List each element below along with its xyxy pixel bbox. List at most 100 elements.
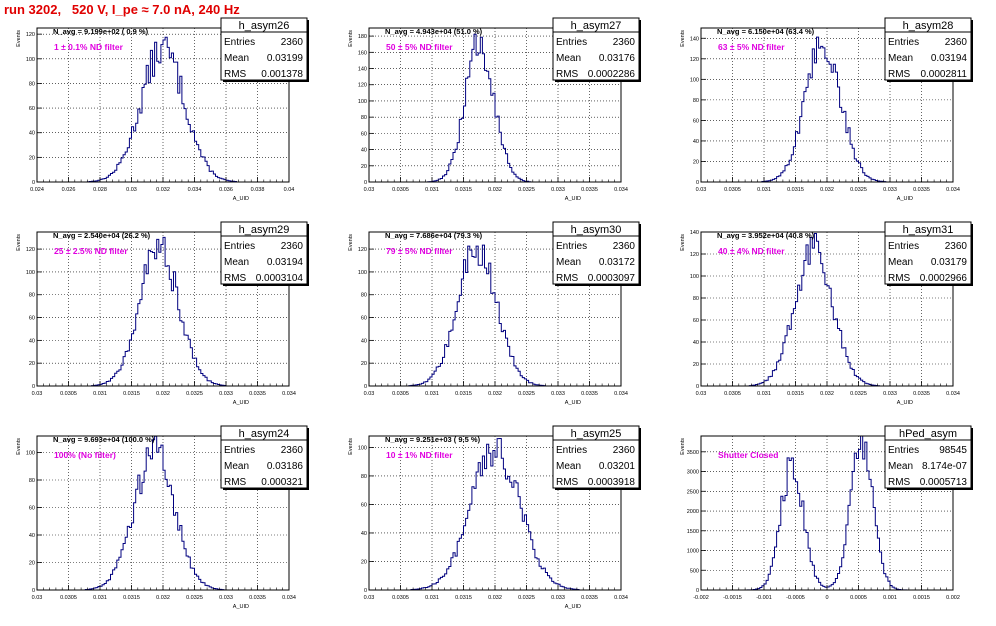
x-tick-label: 0.0315 [787, 391, 804, 397]
x-tick-label: 0.032 [156, 187, 170, 193]
page-title: run 3202, 520 V, I_pe ≈ 7.0 nA, 240 Hz [4, 2, 240, 17]
navg-text: N_avg = 6.150e+04 (63.4 %) [717, 27, 815, 36]
x-tick-label: 0.0325 [186, 391, 203, 397]
y-tick-label: 60 [361, 131, 367, 137]
stats-box-title: h_asym25 [571, 428, 622, 440]
stats-value: 0.03172 [599, 257, 636, 268]
y-tick-label: 100 [690, 77, 699, 83]
y-tick-label: 20 [29, 561, 35, 567]
stats-value: 2360 [613, 445, 636, 456]
stats-value: 0.03194 [267, 257, 304, 268]
stats-value: 8.174e-07 [922, 461, 967, 472]
y-axis-label: Events [680, 30, 686, 47]
y-axis: 0 20 40 60 80 100 120 [26, 32, 42, 186]
filter-annotation: Shutter Closed [718, 450, 778, 460]
y-tick-label: 80 [29, 81, 35, 87]
x-tick-label: 0.0325 [850, 391, 867, 397]
navg-text: N_avg = 7.686e+04 (79.3 %) [385, 231, 483, 240]
y-tick-label: 60 [29, 316, 35, 322]
x-tick-label: 0.03 [126, 187, 137, 193]
y-tick-label: 2500 [687, 489, 699, 495]
filter-annotation: 1 ± 0.1% ND filter [54, 42, 124, 52]
x-tick-label: 0.0305 [60, 391, 77, 397]
x-tick-label: 0.03 [696, 391, 707, 397]
stats-value: 0.000321 [261, 477, 303, 488]
stats-value: 2360 [281, 445, 304, 456]
x-tick-label: 0.033 [551, 595, 565, 601]
y-tick-label: 80 [361, 293, 367, 299]
stats-label: Mean [888, 461, 913, 472]
y-tick-label: 120 [690, 252, 699, 258]
x-tick-label: 0.034 [946, 187, 960, 193]
y-tick-label: 40 [361, 338, 367, 344]
y-tick-label: 140 [690, 36, 699, 42]
stats-label: Entries [888, 37, 919, 48]
stats-box-frame [884, 17, 972, 81]
x-tick-label: 0.033 [883, 187, 897, 193]
x-tick-label: 0.034 [946, 391, 960, 397]
stats-value: 2360 [945, 37, 968, 48]
stats-value: 0.03176 [599, 53, 636, 64]
y-axis: 0 20 40 60 80 100 120 140 160 180 [358, 34, 374, 186]
y-tick-label: 100 [358, 270, 367, 276]
stats-box-title: h_asym29 [239, 224, 290, 236]
filter-annotation: 10 ± 1% ND filter [386, 450, 453, 460]
stats-value: 0.03201 [599, 461, 636, 472]
x-axis: 0.03 0.0305 0.031 0.0315 0.032 0.0325 0.033 0.0… [364, 585, 628, 601]
x-tick-label: 0.031 [425, 187, 439, 193]
x-tick-label: 0.036 [219, 187, 233, 193]
stats-value: 0.03186 [267, 461, 304, 472]
x-tick-label: 0.0335 [249, 391, 266, 397]
y-tick-label: 100 [26, 270, 35, 276]
x-tick-label: 0.032 [156, 595, 170, 601]
filter-annotation: 25 ± 2.5% ND filter [54, 246, 128, 256]
y-tick-label: 20 [29, 155, 35, 161]
stats-box: h_asym27 Entries 2360 Mean 0.03176 RMS 0.00022… [552, 17, 641, 82]
x-tick-label: 0.031 [757, 187, 771, 193]
y-tick-label: 120 [26, 247, 35, 253]
x-tick-label: 0.031 [93, 595, 107, 601]
x-tick-label: -0.0015 [723, 595, 742, 601]
stats-label: RMS [888, 69, 911, 80]
y-tick-label: 120 [26, 32, 35, 38]
x-tick-label: 0.0315 [787, 187, 804, 193]
x-tick-label: 0.03 [32, 391, 43, 397]
x-tick-label: 0.0335 [581, 391, 598, 397]
y-tick-label: 60 [693, 118, 699, 124]
x-tick-label: 0.038 [251, 187, 265, 193]
x-axis-label: A_UID [233, 400, 249, 406]
y-tick-label: 0 [32, 180, 35, 186]
y-axis-label: Events [348, 234, 354, 251]
histogram-panel: 0.03 0.0305 0.031 0.0315 0.032 0.0325 0.033 0.0… [16, 221, 309, 406]
stats-label: Entries [224, 445, 255, 456]
histogram-panel: 0.024 0.026 0.028 0.03 0.032 0.034 0.036 0.038 0… [16, 17, 309, 202]
navg-text: N_avg = 9.693e+04 (100.0 %) [53, 435, 155, 444]
navg-text: N_avg = 2.540e+04 (26.2 %) [53, 231, 151, 240]
x-tick-label: 0.033 [883, 391, 897, 397]
x-tick-label: 0.026 [62, 187, 76, 193]
y-tick-label: 20 [693, 159, 699, 165]
y-tick-label: 60 [29, 506, 35, 512]
y-tick-label: 140 [690, 230, 699, 236]
stats-box-frame [552, 221, 640, 285]
x-tick-label: 0.034 [282, 391, 296, 397]
y-axis: 0 500 1000 1500 2000 2500 3000 3500 [687, 450, 706, 594]
stats-box: h_asym25 Entries 2360 Mean 0.03201 RMS 0.00039… [552, 425, 641, 490]
y-tick-label: 160 [358, 50, 367, 56]
stats-box-frame [220, 17, 308, 81]
y-axis: 0 20 40 60 80 100 [26, 451, 42, 594]
y-tick-label: 100 [26, 57, 35, 63]
stats-label: Mean [224, 257, 249, 268]
y-tick-label: 40 [361, 531, 367, 537]
y-tick-label: 1500 [687, 529, 699, 535]
stats-box-frame [884, 221, 972, 285]
stats-box-title: h_asym28 [903, 20, 954, 32]
x-tick-label: 0.0005 [850, 595, 867, 601]
x-tick-label: 0 [825, 595, 828, 601]
y-tick-label: 60 [693, 318, 699, 324]
x-tick-label: -0.0005 [786, 595, 805, 601]
stats-box: h_asym31 Entries 2360 Mean 0.03179 RMS 0.00029… [884, 221, 973, 286]
y-axis-label: Events [16, 234, 22, 251]
y-tick-label: 0 [32, 384, 35, 390]
navg-text: N_avg = 9.251e+03 ( 9.5 %) [385, 435, 481, 444]
